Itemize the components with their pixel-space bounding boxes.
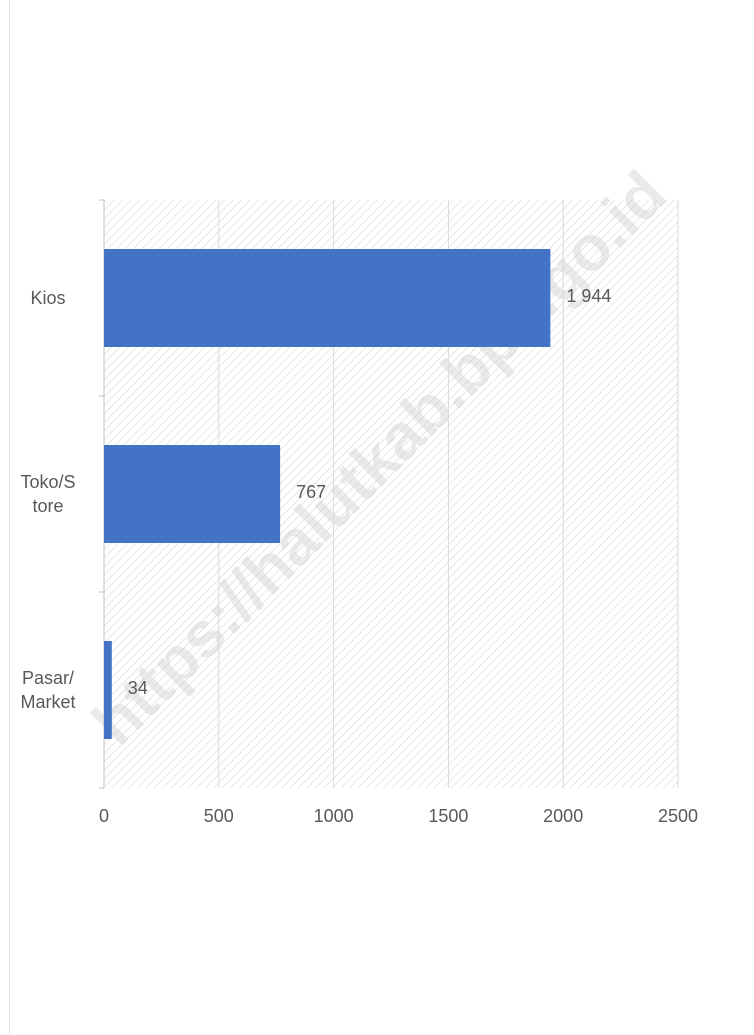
x-tick-label: 2500 — [657, 806, 699, 826]
x-tick-label: 1000 — [313, 806, 354, 826]
bar — [104, 445, 281, 543]
category-label: Pasar/ Market — [20, 668, 76, 712]
value-label: 767 — [296, 482, 327, 502]
bar — [104, 249, 551, 347]
category-label: Kios — [30, 288, 66, 308]
page-edge-rule — [9, 0, 10, 1035]
x-tick-label: 0 — [98, 806, 109, 826]
x-tick-label: 1500 — [428, 806, 469, 826]
value-label: 34 — [127, 678, 148, 698]
category-label: Toko/S tore — [20, 472, 76, 516]
value-label: 1 944 — [566, 286, 612, 306]
bars — [104, 249, 551, 739]
x-tick-label: 2000 — [543, 806, 584, 826]
category-axis — [99, 199, 105, 789]
x-tick-label: 500 — [203, 806, 234, 826]
bar — [104, 641, 112, 739]
